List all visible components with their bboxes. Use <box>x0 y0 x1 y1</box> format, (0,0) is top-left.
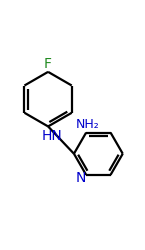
Text: NH₂: NH₂ <box>76 118 99 131</box>
Text: N: N <box>75 171 86 185</box>
Text: HN: HN <box>42 129 63 143</box>
Text: F: F <box>44 57 52 71</box>
